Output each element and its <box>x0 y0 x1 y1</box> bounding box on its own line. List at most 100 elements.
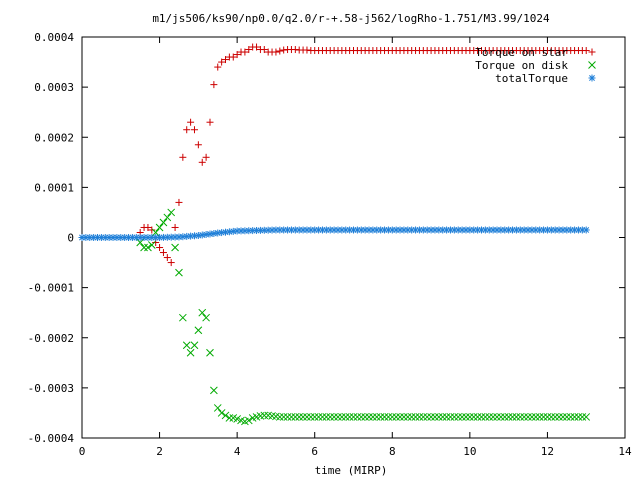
data-point <box>338 413 346 421</box>
data-point <box>566 413 575 421</box>
y-axis: -0.0004 -0.0003 -0.0002 -0.0001 0 0.0001 0.000… <box>28 31 625 445</box>
data-point <box>190 126 198 134</box>
x-tick-label: 2 <box>156 445 163 458</box>
data-point <box>182 341 191 350</box>
data-point <box>543 413 552 421</box>
x-tick-label: 0 <box>79 445 86 458</box>
data-point <box>450 413 459 421</box>
plot-area <box>78 43 591 426</box>
data-point <box>159 218 168 227</box>
data-point <box>493 413 501 421</box>
data-point <box>295 413 304 421</box>
data-point <box>218 58 226 66</box>
data-point <box>353 413 362 421</box>
legend-marker <box>588 61 596 69</box>
data-point <box>500 413 509 421</box>
data-point <box>175 198 183 206</box>
data-point <box>508 413 517 421</box>
data-point <box>454 413 463 421</box>
data-point <box>582 413 591 421</box>
data-point <box>318 413 327 421</box>
data-point <box>446 413 455 421</box>
data-point <box>260 46 268 54</box>
data-point <box>403 413 412 421</box>
data-point <box>306 413 315 421</box>
data-point <box>233 415 241 423</box>
data-point <box>365 413 373 421</box>
data-point <box>481 413 490 421</box>
data-point <box>291 46 299 54</box>
data-point <box>276 47 284 55</box>
data-point <box>303 413 311 421</box>
data-point <box>516 413 525 421</box>
data-point <box>206 348 214 357</box>
data-point <box>547 413 556 421</box>
data-point <box>528 413 536 421</box>
data-point <box>287 413 296 421</box>
data-point <box>148 226 156 234</box>
y-tick-label: -0.0004 <box>28 432 75 445</box>
data-point <box>245 46 253 54</box>
data-point <box>341 413 350 421</box>
data-point <box>380 413 389 421</box>
data-point <box>485 413 494 421</box>
data-point <box>275 413 284 421</box>
data-point <box>229 53 237 61</box>
data-point <box>349 413 358 421</box>
data-point <box>310 413 319 421</box>
data-point <box>469 413 478 421</box>
data-point <box>190 341 199 350</box>
x-tick-label: 12 <box>541 445 554 458</box>
series-1 <box>136 208 591 426</box>
x-tick-label: 14 <box>618 445 632 458</box>
y-tick-label: -0.0002 <box>28 332 74 345</box>
data-point <box>314 413 323 421</box>
data-point <box>570 413 579 421</box>
data-point <box>535 413 544 421</box>
y-tick-label: -0.0003 <box>28 382 74 395</box>
data-point <box>559 413 567 421</box>
data-point <box>361 413 369 421</box>
data-point <box>198 308 207 317</box>
data-point <box>524 413 532 421</box>
x-tick-label: 6 <box>311 445 318 458</box>
data-point <box>392 413 401 421</box>
data-point <box>225 414 234 422</box>
data-point <box>539 413 548 421</box>
data-point <box>458 413 466 421</box>
data-point <box>388 413 397 421</box>
data-point <box>574 413 583 421</box>
data-point <box>582 226 590 234</box>
data-point <box>555 413 563 421</box>
data-point <box>396 413 404 421</box>
data-point <box>372 413 381 421</box>
data-point <box>260 411 269 420</box>
data-point <box>427 413 435 421</box>
data-point <box>520 413 529 421</box>
data-point <box>411 413 420 421</box>
data-point <box>140 243 148 252</box>
data-point <box>221 411 230 420</box>
data-point <box>489 413 497 421</box>
data-point <box>253 43 261 51</box>
data-point <box>156 244 164 252</box>
data-point <box>334 413 342 421</box>
data-point <box>194 326 203 335</box>
data-point <box>303 46 311 54</box>
data-point <box>462 413 470 421</box>
data-point <box>155 223 164 232</box>
data-point <box>206 118 214 126</box>
data-point <box>384 413 393 421</box>
y-tick-label: 0 <box>67 232 74 245</box>
data-point <box>280 46 288 54</box>
data-point <box>233 51 241 59</box>
data-point <box>438 413 447 421</box>
y-tick-label: 0.0002 <box>34 131 74 144</box>
x-tick-label: 4 <box>234 445 241 458</box>
data-point <box>163 254 171 262</box>
data-point <box>407 413 416 421</box>
data-point <box>147 241 156 249</box>
